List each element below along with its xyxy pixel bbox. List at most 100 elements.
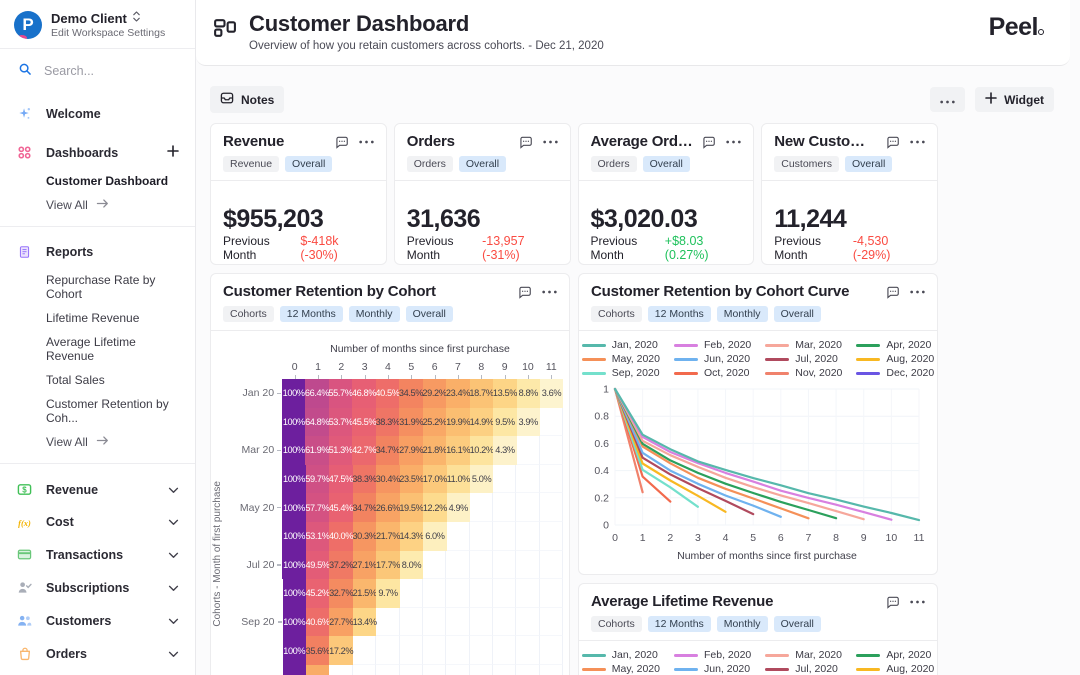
kpi-delta: -13,957 (-31%): [482, 234, 525, 262]
chevron-down-icon[interactable]: [168, 614, 179, 628]
dots-icon[interactable]: [910, 290, 925, 294]
legend-item[interactable]: Mar, 2020: [765, 649, 842, 661]
sidebar-item-revenue[interactable]: $ Revenue: [0, 473, 195, 506]
heatmap-x-tick: 7: [446, 361, 469, 379]
sidebar-item-subscriptions[interactable]: Subscriptions: [0, 571, 195, 604]
edit-workspace-settings-link[interactable]: Edit Workspace Settings: [51, 27, 166, 39]
curve-chart: 1 0.8 0.6 0.4 0.2 00 1 2 3 4 5 6 7 8 9 10 11 Number of mo…: [594, 384, 924, 563]
sidebar-report-item[interactable]: Repurchase Rate by Cohort: [46, 273, 156, 301]
sidebar-item-reports[interactable]: Reports: [0, 236, 195, 268]
comment-icon[interactable]: [886, 595, 900, 609]
svg-text:0.4: 0.4: [594, 465, 609, 477]
sidebar-item-marketing[interactable]: Marketing: [0, 670, 195, 675]
arrow-right-icon: [96, 435, 109, 449]
chevron-down-icon[interactable]: [168, 548, 179, 562]
legend-label: Aug, 2020: [886, 663, 935, 675]
heatmap-cell: 100%: [282, 407, 306, 437]
legend-item[interactable]: Apr, 2020: [856, 339, 934, 351]
grid-dots-icon: [16, 145, 33, 160]
sidebar-item-customers[interactable]: Customers: [0, 604, 195, 637]
legend-item[interactable]: Jun, 2020: [673, 353, 751, 365]
workspace-switcher[interactable]: P Demo Client Edit Workspace Settings: [0, 0, 195, 49]
comment-icon[interactable]: [519, 135, 533, 149]
kpi-3-tags: Customers Overall: [774, 156, 925, 172]
heatmap-cell: 6.0%: [423, 521, 447, 551]
dots-icon[interactable]: [542, 140, 558, 144]
heatmap-row-label: Jul 20: [217, 551, 282, 580]
legend-item[interactable]: Jan, 2020: [581, 339, 660, 351]
sidebar-report-item[interactable]: Average Lifetime Revenue: [46, 335, 136, 363]
notes-button[interactable]: Notes: [210, 86, 285, 113]
dots-icon[interactable]: [542, 290, 557, 294]
sidebar-report-item[interactable]: Lifetime Revenue: [46, 311, 140, 325]
tag-overall: Overall: [845, 156, 893, 172]
heatmap-cell-empty: [492, 636, 517, 665]
legend-item[interactable]: May, 2020: [581, 663, 660, 675]
heatmap-cell-empty: [516, 436, 540, 465]
heatmap-cell: 40.5%: [375, 379, 400, 408]
add-widget-button[interactable]: Widget: [975, 87, 1054, 112]
sidebar-report-item[interactable]: Customer Retention by Coh...: [46, 397, 169, 425]
sidebar-item-cost[interactable]: f(x) Cost: [0, 506, 195, 538]
legend-item[interactable]: Feb, 2020: [673, 649, 751, 661]
heatmap-cell-empty: [399, 579, 423, 608]
chevron-down-icon[interactable]: [168, 647, 179, 661]
heatmap-cell-empty: [516, 550, 540, 580]
heatmap-cell: 14.3%: [399, 521, 424, 551]
sidebar-item-welcome[interactable]: Welcome: [0, 97, 195, 130]
sidebar-item-customer-dashboard[interactable]: Customer Dashboard: [46, 174, 169, 188]
comment-icon[interactable]: [886, 285, 900, 299]
legend-item[interactable]: May, 2020: [581, 353, 660, 365]
more-options-button[interactable]: [930, 87, 966, 112]
chevron-down-icon[interactable]: [168, 483, 179, 497]
kpi-value: $955,203: [223, 205, 324, 233]
dashboards-view-all[interactable]: View All: [0, 193, 195, 217]
legend-item[interactable]: Jan, 2020: [581, 649, 660, 661]
search-input[interactable]: [42, 62, 162, 79]
dots-icon[interactable]: [910, 140, 925, 144]
legend-item[interactable]: Aug, 2020: [856, 663, 934, 675]
kpi-footer-label: Previous Month: [406, 234, 454, 262]
add-dashboard-button[interactable]: [167, 145, 179, 160]
heatmap-cell: 13.5%: [493, 379, 517, 408]
dots-icon[interactable]: [910, 600, 925, 604]
legend-item[interactable]: Apr, 2020: [856, 649, 934, 661]
legend-item[interactable]: Sep, 2020: [581, 367, 660, 379]
heatmap-cell: 16.1%: [446, 436, 471, 465]
heatmap-cell-empty: [539, 550, 563, 580]
sidebar-item-orders[interactable]: Orders: [0, 637, 195, 670]
comment-icon[interactable]: [518, 285, 532, 299]
divider: [0, 463, 195, 464]
heatmap-cell: 29.2%: [422, 379, 447, 408]
heatmap-cell-empty: [469, 550, 494, 580]
chevron-down-icon[interactable]: [168, 515, 179, 529]
tag-12-months: 12 Months: [647, 306, 711, 322]
reports-view-all[interactable]: View All: [0, 430, 195, 454]
legend-item[interactable]: Aug, 2020: [856, 353, 934, 365]
updown-icon[interactable]: [132, 10, 141, 26]
legend-item[interactable]: Jul, 2020: [765, 353, 842, 365]
heatmap-cell: 45.4%: [329, 493, 353, 522]
legend-item[interactable]: Oct, 2020: [673, 367, 751, 379]
dots-icon[interactable]: [726, 140, 741, 144]
legend-label: Feb, 2020: [703, 339, 752, 351]
comment-icon[interactable]: [702, 135, 716, 149]
legend-item[interactable]: Jun, 2020: [673, 663, 751, 675]
sidebar-item-transactions[interactable]: Transactions: [0, 538, 195, 571]
notes-icon: [220, 91, 234, 108]
chevron-down-icon[interactable]: [168, 581, 179, 595]
sidebar-item-dashboards[interactable]: Dashboards: [0, 136, 195, 169]
legend-item[interactable]: Dec, 2020: [856, 367, 934, 379]
retention-heatmap-card: Customer Retention by Cohort Cohorts 12 Mo…: [210, 273, 570, 675]
sidebar-report-item[interactable]: Total Sales: [46, 373, 105, 387]
heatmap-cell: 24.1%: [306, 664, 330, 675]
legend-item[interactable]: Jul, 2020: [765, 663, 842, 675]
legend-label: Apr, 2020: [886, 339, 932, 351]
comment-icon[interactable]: [886, 135, 900, 149]
heatmap-row-label: [217, 636, 283, 665]
legend-item[interactable]: Nov, 2020: [765, 367, 842, 379]
comment-icon[interactable]: [335, 135, 349, 149]
legend-item[interactable]: Mar, 2020: [765, 339, 842, 351]
legend-item[interactable]: Feb, 2020: [673, 339, 752, 351]
dots-icon[interactable]: [359, 140, 374, 144]
